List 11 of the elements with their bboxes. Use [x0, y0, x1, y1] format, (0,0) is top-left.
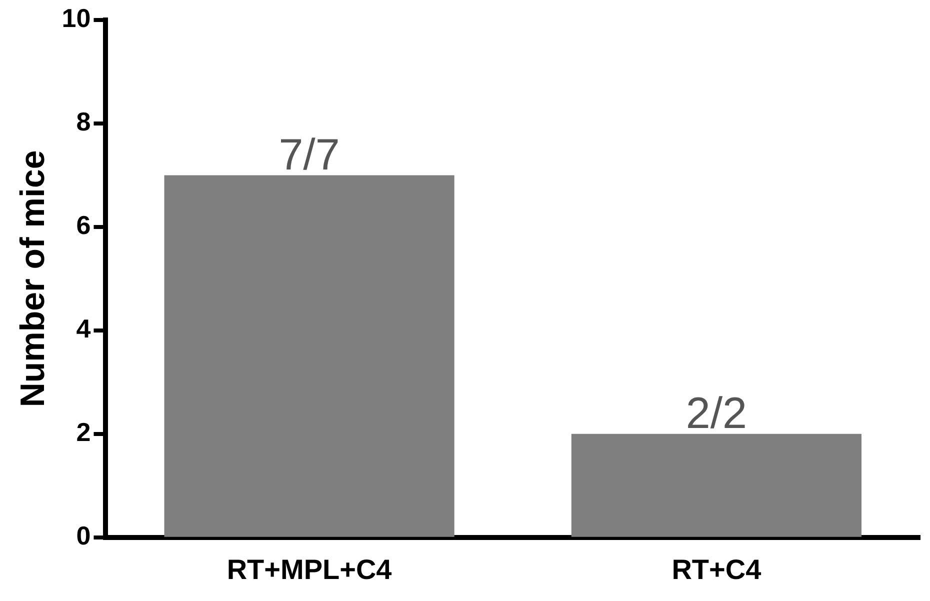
y-tick-label: 2	[76, 417, 91, 448]
y-tick-label: 10	[62, 3, 91, 34]
annotation: 7/7	[278, 130, 340, 180]
y-tick-label: 6	[76, 210, 91, 240]
x-tick-label: RT+MPL+C4	[226, 554, 392, 585]
y-tick-label: 0	[76, 520, 91, 551]
annotation: 2/2	[686, 389, 748, 438]
y-tick-label: 4	[76, 314, 92, 344]
y-axis-title: Number of mice	[14, 150, 52, 408]
x-tick-label: RT+C4	[672, 554, 762, 585]
y-tick-label: 8	[76, 106, 91, 137]
